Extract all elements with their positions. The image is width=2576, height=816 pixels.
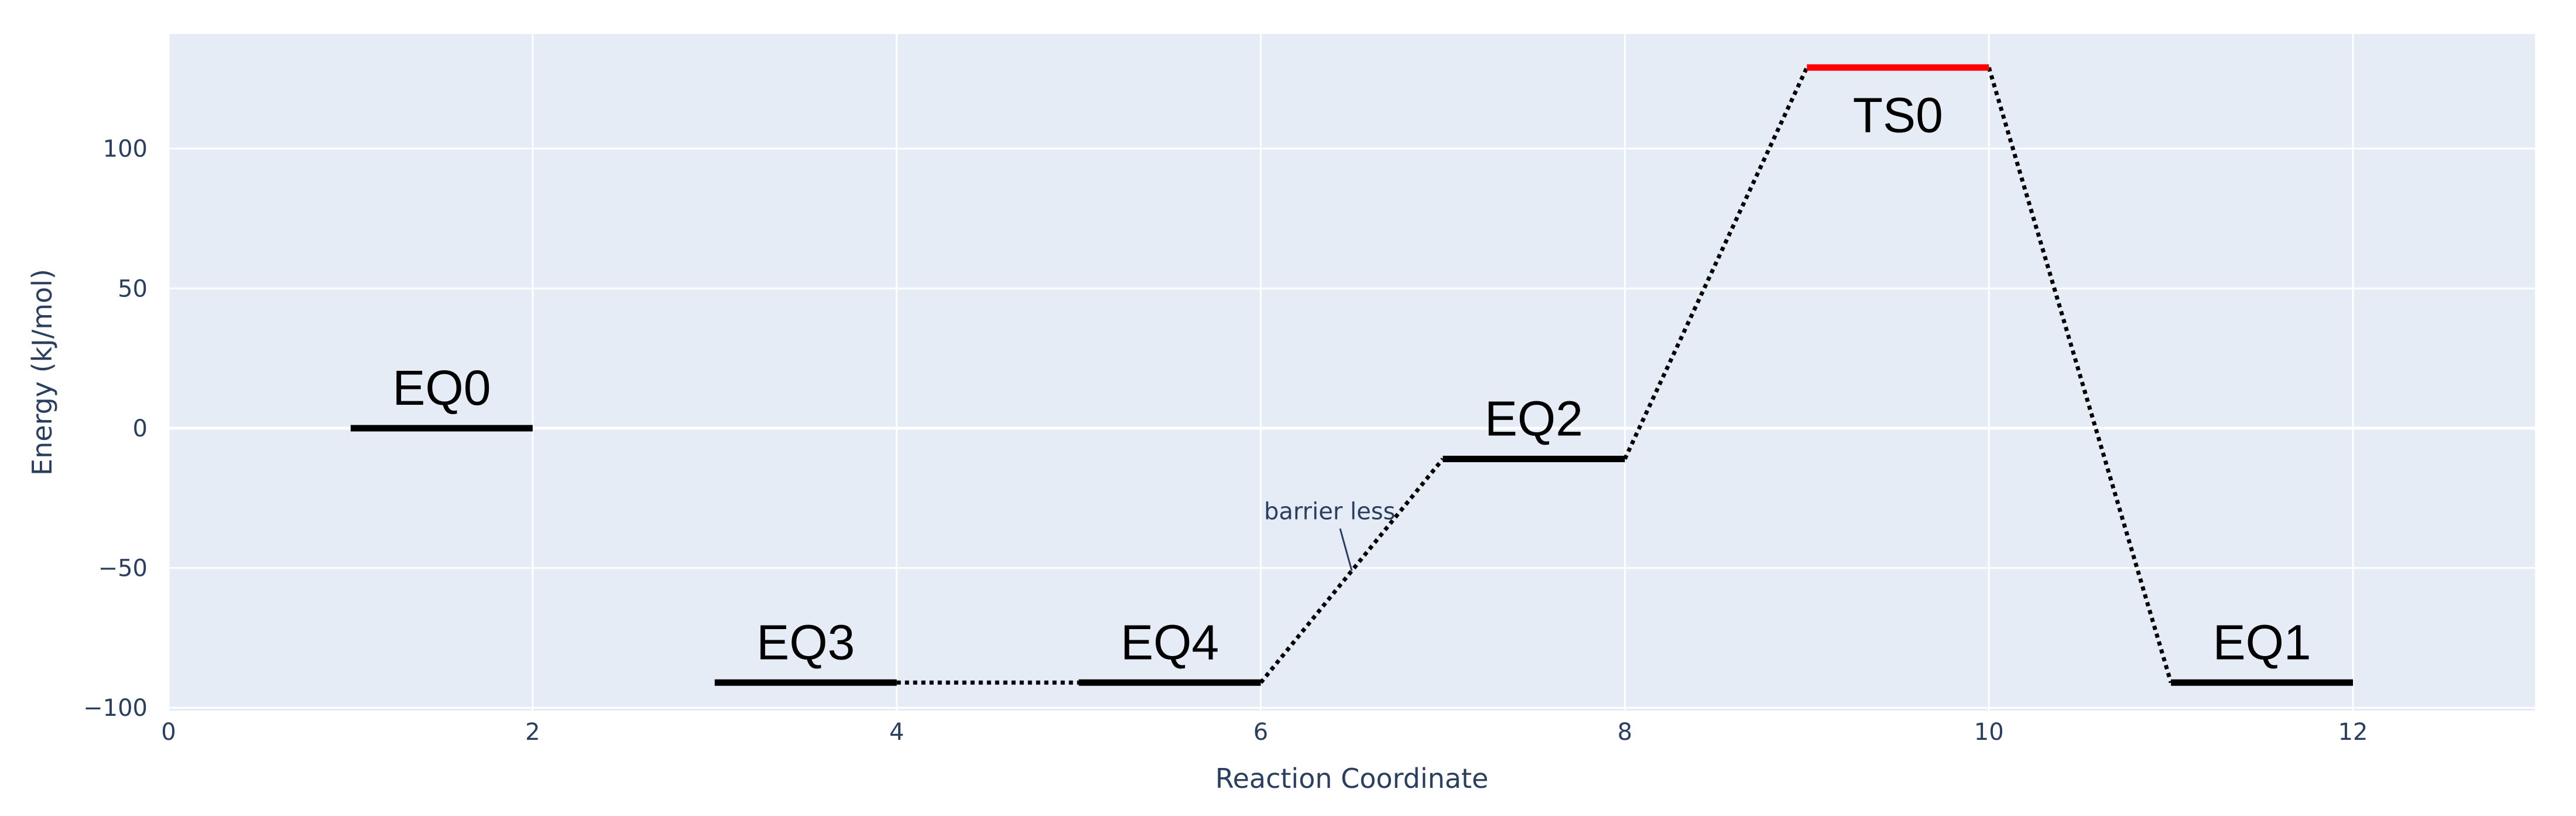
annotation-barrier-less: barrier less [1264,498,1395,525]
x-tick-label: 8 [1618,719,1632,746]
y-tick-label: −50 [98,555,148,582]
y-axis-title: Energy (kJ/mol) [26,269,58,476]
level-label-ts0: TS0 [1853,87,1943,142]
y-tick-label: 50 [118,275,148,302]
x-tick-label: 6 [1253,719,1268,746]
energy-levels [350,64,2354,686]
x-tick-label: 12 [2338,719,2368,746]
x-tick-label: 2 [525,719,540,746]
connector-ts0-eq1 [1986,67,2173,684]
y-tick-label: −100 [83,695,148,722]
state-labels: EQ0 EQ3 EQ4 EQ2 TS0 EQ1 [392,87,2311,670]
connector-lines [896,66,2173,685]
annotations: barrier less [1264,498,1395,571]
connector-eq4-eq2 [1259,457,1445,684]
level-label-eq0: EQ0 [392,360,491,415]
x-tick-label: 0 [161,719,176,746]
level-label-eq3: EQ3 [756,614,855,670]
level-label-eq1: EQ1 [2213,614,2311,670]
annotation-arrow [1339,528,1353,571]
y-tick-label: 0 [133,415,148,442]
tick-labels: 0 2 4 6 8 10 12 −100 −50 0 50 100 [83,136,2368,746]
x-tick-label: 4 [889,719,904,746]
y-tick-label: 100 [103,136,148,163]
x-tick-label: 10 [1974,719,2004,746]
plot-background [169,34,2535,711]
level-label-eq2: EQ2 [1485,391,1583,446]
x-axis-title: Reaction Coordinate [1215,763,1489,794]
connector-eq2-ts0 [1623,66,1809,460]
level-label-eq4: EQ4 [1121,614,1219,670]
